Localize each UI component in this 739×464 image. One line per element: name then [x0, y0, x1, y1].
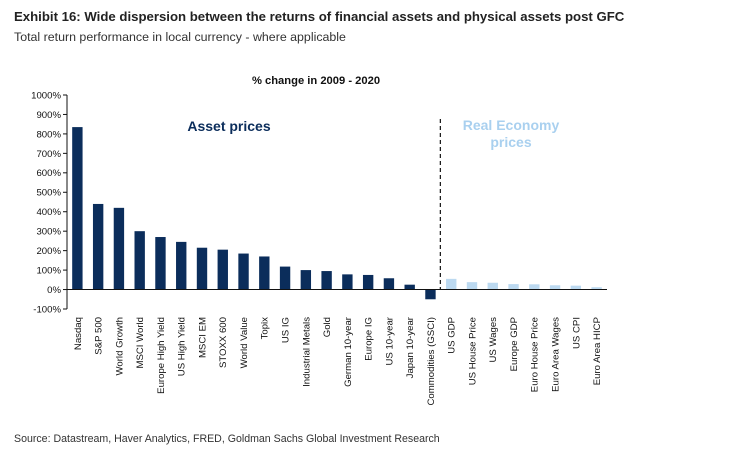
- x-tick-label: Commodities (GSCI): [426, 317, 437, 406]
- x-tick-label: Nasdaq: [73, 317, 84, 350]
- x-tick-label: US High Yield: [177, 317, 188, 376]
- x-tick-label: Europe High Yield: [156, 317, 167, 394]
- bar: [425, 289, 436, 300]
- x-tick-label: Euro Area Wages: [550, 317, 561, 392]
- bar: [300, 270, 312, 290]
- bar: [196, 247, 208, 290]
- annotation-asset-prices: Asset prices: [187, 118, 270, 134]
- bar: [113, 207, 125, 290]
- exhibit-title: Exhibit 16: Wide dispersion between the …: [14, 9, 625, 24]
- bar: [259, 256, 270, 290]
- x-tick-label: Topix: [260, 317, 271, 340]
- bar: [134, 231, 145, 290]
- x-tick-label: US House Price: [467, 317, 478, 385]
- bar: [92, 203, 104, 290]
- source-note: Source: Datastream, Haver Analytics, FRE…: [14, 433, 440, 445]
- bar: [342, 274, 353, 290]
- bar: [570, 285, 582, 290]
- y-tick-label: 600%: [36, 168, 61, 179]
- bar: [362, 274, 374, 290]
- annotation-real-economy-line2: prices: [490, 134, 531, 150]
- bar: [487, 282, 498, 290]
- x-tick-label: Europe GDP: [509, 317, 520, 371]
- x-tick-label: US Wages: [488, 317, 499, 363]
- bar: [155, 237, 166, 290]
- bar: [176, 241, 187, 290]
- bars: [72, 127, 602, 300]
- x-tick-label: World Growth: [114, 317, 125, 375]
- y-axis: -100% 0% 100% 200% 300% 400% 500% 600% 700% 800% 9…: [31, 90, 68, 315]
- bar: [591, 287, 602, 290]
- y-tick-label: 0%: [47, 285, 61, 296]
- bar: [549, 285, 561, 290]
- bar: [238, 253, 249, 290]
- x-tick-label: Gold: [322, 317, 333, 337]
- y-tick-label: 700%: [36, 149, 61, 160]
- x-tick-label: US GDP: [447, 317, 458, 354]
- x-tick-label: German 10-year: [343, 316, 354, 387]
- x-tick-label: Europe IG: [364, 317, 375, 361]
- x-tick-label: US CPI: [571, 317, 582, 349]
- exhibit-subtitle: Total return performance in local curren…: [14, 30, 346, 44]
- bar: [383, 278, 395, 290]
- bar: [279, 266, 291, 290]
- x-tick-label: MSCI World: [135, 317, 146, 369]
- y-tick-label: 400%: [36, 207, 61, 218]
- bar: [72, 127, 83, 290]
- bar: [446, 278, 457, 290]
- y-tick-label: 500%: [36, 188, 61, 199]
- y-tick-label: 300%: [36, 227, 61, 238]
- bar: [321, 271, 332, 290]
- y-tick-label: 200%: [36, 246, 61, 257]
- x-tick-label: MSCI EM: [197, 317, 208, 358]
- bar: [466, 282, 478, 290]
- annotation-real-economy-line1: Real Economy: [463, 117, 560, 133]
- bar: [217, 249, 228, 290]
- y-tick-label: -100%: [33, 304, 61, 315]
- x-tick-label: US 10-year: [384, 316, 395, 365]
- x-tick-label: S&P 500: [94, 317, 105, 355]
- bar: [529, 284, 540, 290]
- x-tick-label: Euro Area HICP: [592, 317, 603, 385]
- y-tick-label: 1000%: [31, 90, 61, 101]
- x-axis: Nasdaq S&P 500 World Growth MSCI World Europ…: [67, 289, 607, 406]
- bar: [404, 284, 415, 290]
- x-tick-label: Industrial Metals: [301, 317, 312, 387]
- x-tick-label: US IG: [280, 317, 291, 343]
- chart-title: % change in 2009 - 2020: [252, 75, 380, 87]
- x-tick-label: STOXX 600: [218, 317, 229, 368]
- y-tick-label: 800%: [36, 129, 61, 140]
- x-tick-label: Japan 10-year: [405, 316, 416, 378]
- bar: [508, 284, 519, 290]
- x-tick-label: Euro House Price: [530, 317, 541, 392]
- y-tick-label: 900%: [36, 110, 61, 121]
- x-tick-label: World Value: [239, 317, 250, 368]
- y-tick-label: 100%: [36, 265, 61, 276]
